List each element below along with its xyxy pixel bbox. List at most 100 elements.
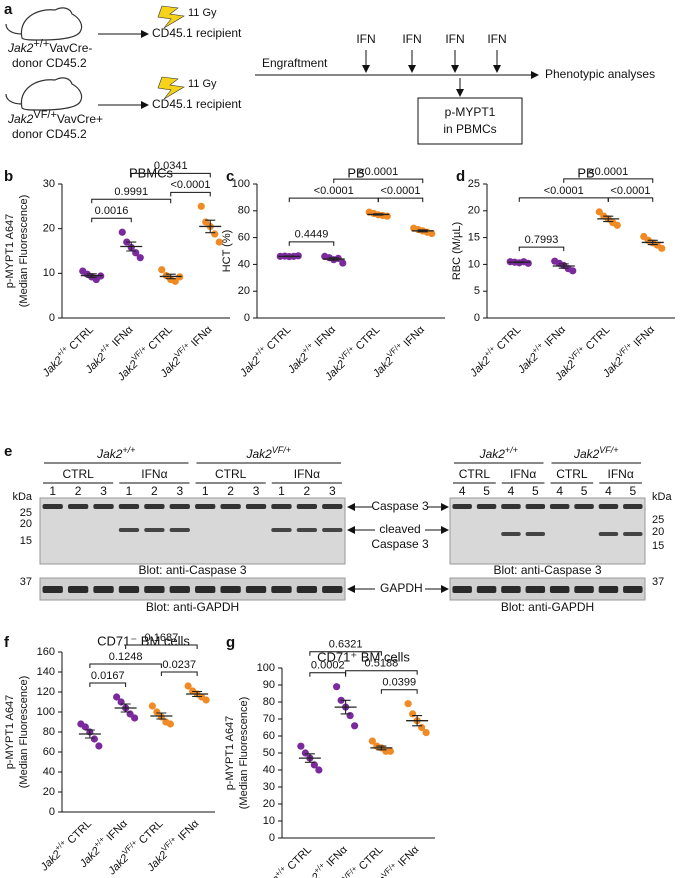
lane-label: 3 [253,484,260,498]
lane-label: 4 [508,484,515,498]
panel-label: d [456,168,465,185]
category-allele: +/+ [273,864,288,878]
category-treatment: IFNα [312,323,338,349]
sem-bar [205,219,216,234]
gene: Jak2 [245,447,272,461]
band [501,586,521,593]
band [169,586,190,593]
blot-image [39,497,346,565]
x-tick-label: Jak2+/+CTRL [235,322,293,380]
p-value: <0.0001 [170,179,210,191]
mouse-icon [5,7,83,41]
category-treatment: CTRL [137,818,166,847]
comparison-bracket [130,172,211,178]
band [271,504,292,509]
assay: p-MYPT1 [445,105,496,119]
data-point [131,714,139,722]
band [501,532,521,536]
comparison-bracket [288,197,379,203]
band [525,586,546,593]
data-point [310,761,318,769]
data-point [184,682,192,690]
comparison-bracket [91,217,132,223]
sem-bar [376,745,387,751]
category-treatment: CTRL [354,324,383,353]
chart-title: PB [347,165,364,180]
category-treatment: CTRL [265,324,294,353]
category-allele: VF/+ [173,341,192,360]
y-axis-label: (Median Fluorescence) [18,676,30,789]
category-treatment: IFNα [396,843,422,869]
y-tick-label: 20 [43,223,55,235]
band [322,586,343,593]
blot-caption: Blot: anti-Caspase 3 [493,563,601,577]
category-treatment: CTRL [67,324,96,353]
panel-label: c [226,168,234,185]
p-value: 0.0016 [95,205,129,217]
band [452,586,472,593]
y-tick-label: 0 [49,312,55,324]
band [525,532,546,536]
recipient: CD45.1 recipient [152,97,242,111]
band [452,504,472,509]
blot-image [39,577,346,601]
y-tick-label: 0 [474,312,480,324]
data-point [333,683,341,691]
p-value: 0.1687 [145,632,179,644]
allele: VF/+ [272,445,291,455]
band [525,504,546,509]
category-treatment: IFNα [110,323,136,349]
sem-bar [412,715,423,727]
y-axis-label: (Median Fluorescence) [238,697,250,810]
category-treatment: IFNα [104,817,130,843]
allele: +/+ [505,445,518,455]
lane-label: 3 [176,484,183,498]
y-tick-label: 0 [244,312,250,324]
treatment-label: IFNα [141,467,167,481]
genotype-label: Jak2VF/+ [573,445,619,461]
p-value: 0.0002 [311,660,345,672]
blot-caption: Blot: anti-GAPDH [501,600,594,614]
data-point [166,720,174,728]
band [574,586,594,593]
lane-label: 1 [278,484,285,498]
p-value: 0.9991 [114,186,148,198]
y-tick-label: 50 [263,747,275,759]
data-point [409,710,417,718]
data-point [595,208,603,216]
irradiation-icon [157,76,185,100]
comparison-bracket [309,672,347,677]
sem-bar [86,273,97,278]
comparison-bracket [89,663,162,668]
data-point [383,212,391,220]
comparison-bracket [607,197,654,202]
genotype-label: Jak2+/+ [96,445,135,461]
treatment-label: CTRL [459,467,491,481]
y-tick-label: 70 [263,713,275,725]
panel-a: a Jak2+/+VavCre- donor CD45.2 11 Gy CD45… [4,1,655,145]
data-point [613,221,621,229]
lane-label: 2 [75,484,82,498]
treatment-label: IFNα [294,467,320,481]
data-point [315,766,323,774]
genotype-label: Jak2+/+ [479,445,518,461]
lane-label: 2 [151,484,158,498]
category-treatment: IFNα [324,843,350,869]
category-treatment: CTRL [146,324,175,353]
data-point [368,737,376,745]
y-tick-label: 25 [468,178,480,190]
band [220,504,241,509]
category-treatment: IFNα [189,323,215,349]
band [549,586,570,593]
sem-bar [165,273,176,280]
sem-bar [514,261,525,264]
donor-label: Jak2+/+VavCre- [7,38,92,55]
data-point [422,729,430,737]
band [144,504,165,509]
data-point [136,254,144,262]
category-allele: VF/+ [121,838,140,857]
assay-box [417,97,523,145]
band [623,504,643,509]
comparison-bracket [333,178,424,184]
